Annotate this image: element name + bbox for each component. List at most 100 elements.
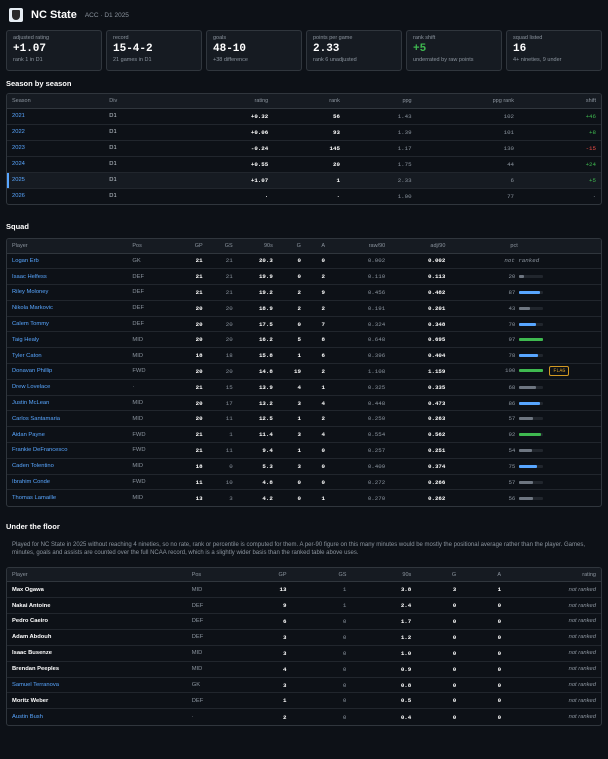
squad-row[interactable]: Caden Tolentino MID 18 0 5.3 3 0 0.409 0.374 75 [7, 458, 601, 475]
player-link[interactable]: Caden Tolentino [7, 458, 128, 475]
floor-player[interactable]: Nakai Antoine [7, 597, 187, 615]
floor-row[interactable]: Nakai Antoine DEF 9 1 2.4 0 0 not ranked [7, 597, 601, 615]
column-header[interactable]: GP [182, 239, 208, 254]
player-link[interactable]: Logan Erb [7, 253, 128, 270]
floor-player[interactable]: Pedro Caeiro [7, 613, 187, 630]
floor-row[interactable]: Isaac Busenze MID 3 0 1.0 0 0 not ranked [7, 645, 601, 662]
column-header[interactable]: A [461, 567, 507, 583]
column-header[interactable]: rank [273, 94, 345, 109]
squad-row[interactable]: Tyler Caton MID 18 18 15.8 1 6 0.396 0.404 78 [7, 347, 601, 365]
floor-player[interactable]: Samuel Terranova [7, 677, 187, 694]
card-label: goals [213, 35, 227, 41]
column-header[interactable]: G [277, 239, 306, 254]
column-header[interactable]: ppg [344, 94, 417, 109]
player-link[interactable]: Calem Tommy [7, 316, 128, 333]
squad-row[interactable]: Taig Healy MID 20 20 16.2 5 8 0.648 0.695 97 [7, 331, 601, 349]
floor-90s: 0.4 [400, 713, 412, 721]
player-link[interactable]: Tyler Caton [7, 347, 128, 365]
squad-row[interactable]: Logan Erb GK 21 21 20.3 0 0 0.002 0.002 not ranke… [7, 253, 601, 270]
season-link[interactable]: 2021 [7, 108, 105, 125]
column-header[interactable]: Player [7, 567, 187, 583]
season-row[interactable]: 2026 D1 · · 1.00 77 · [7, 188, 601, 204]
season-row[interactable]: 2022 D1 +0.06 93 1.39 101 +8 [7, 124, 601, 141]
player-link[interactable]: Aidan Payne [7, 426, 128, 444]
floor-row[interactable]: Adam Abdouh DEF 3 0 1.2 0 0 not ranked [7, 629, 601, 646]
squad-row[interactable]: Donavan Phillip FWD 20 20 14.8 19 2 1.108 1.159 1… [7, 363, 601, 380]
floor-row[interactable]: Moritz Weber DEF 1 0 0.5 0 0 not ranked [7, 692, 601, 710]
player-link[interactable]: Isaac Helfess [7, 268, 128, 286]
season-link[interactable]: 2026 [12, 193, 25, 200]
column-header[interactable]: GP [266, 567, 292, 583]
floor-assists: 0 [461, 597, 507, 615]
floor-row[interactable]: Samuel Terranova GK 3 0 0.8 0 0 not ranked [7, 677, 601, 694]
floor-row[interactable]: Pedro Caeiro DEF 6 0 1.7 0 0 not ranked [7, 613, 601, 630]
player-link[interactable]: Justin McLean [7, 395, 128, 412]
season-rank: 56 [273, 108, 345, 125]
column-header[interactable]: rating [506, 567, 601, 583]
player-adj90: 0.266 [390, 474, 451, 491]
team-page: NC State ACC · D1 2025 adjusted rating +1… [6, 8, 602, 726]
squad-row[interactable]: Aidan Payne FWD 21 1 11.4 3 4 0.554 0.562 92 [7, 426, 601, 444]
player-link[interactable]: Donavan Phillip [7, 363, 128, 380]
column-header[interactable]: rating [201, 94, 274, 109]
column-header[interactable]: Player [7, 239, 128, 254]
squad-row[interactable]: Isaac Helfess DEF 21 21 19.9 0 2 0.110 0.113 20 [7, 268, 601, 286]
floor-player[interactable]: Isaac Busenze [7, 645, 187, 662]
season-link[interactable]: 2023 [7, 140, 105, 157]
floor-row[interactable]: Brendan Peeples MID 4 0 0.9 0 0 not ranked [7, 661, 601, 678]
column-header[interactable]: pct [450, 239, 601, 254]
season-row[interactable]: 2021 D1 +0.32 56 1.43 102 +46 [7, 108, 601, 125]
squad-row[interactable]: Carlos Santamaria MID 20 11 12.5 1 2 0.250 0.263… [7, 410, 601, 428]
player-link[interactable]: Thomas Lamaille [12, 495, 57, 502]
floor-row[interactable]: Max Ogawa MID 13 1 3.8 3 1 not ranked [7, 581, 601, 599]
column-header[interactable]: 90s [237, 239, 278, 254]
pct-value: 68 [508, 383, 516, 391]
flag-badge[interactable]: FLAG [549, 366, 570, 377]
floor-player[interactable]: Brendan Peeples [7, 661, 187, 678]
column-header[interactable]: adj/90 [390, 239, 451, 254]
season-link[interactable]: 2024 [7, 156, 105, 173]
squad-row[interactable]: Ibrahim Conde FWD 11 10 4.8 0 0 0.272 0.266 57 [7, 474, 601, 491]
floor-row[interactable]: Austin Bush · 2 0 0.4 0 0 not ranked [7, 709, 601, 725]
floor-gs: 1 [291, 597, 352, 615]
squad-row[interactable]: Thomas Lamaille MID 13 3 4.2 0 1 0.270 0.262 56 [7, 490, 601, 506]
season-link[interactable]: 2022 [7, 124, 105, 141]
player-link[interactable]: Taig Healy [7, 331, 128, 349]
player-link[interactable]: Nikola Markovic [7, 300, 128, 317]
squad-row[interactable]: Riley Moloney DEF 21 21 19.2 2 9 0.456 0.482 87 [7, 284, 601, 301]
column-header[interactable]: GS [291, 567, 352, 583]
squad-row[interactable]: Calem Tommy DEF 20 20 17.5 0 7 0.324 0.348 70 [7, 316, 601, 333]
column-header[interactable]: Season [7, 94, 105, 109]
floor-player[interactable]: Moritz Weber [7, 692, 187, 710]
player-link[interactable]: Frankie DeFrancesco [7, 442, 128, 459]
season-ppg-rank: 130 [416, 140, 520, 157]
column-header[interactable]: GS [207, 239, 238, 254]
column-header[interactable]: Pos [186, 567, 267, 583]
column-header[interactable]: shift [519, 94, 601, 109]
squad-row[interactable]: Justin McLean MID 20 17 13.2 3 4 0.448 0.473 86 [7, 395, 601, 412]
squad-row[interactable]: Nikola Markovic DEF 20 20 18.9 2 2 0.191 0.201 43 [7, 300, 601, 317]
column-header[interactable]: 90s [351, 567, 417, 583]
floor-player[interactable]: Max Ogawa [7, 581, 187, 599]
column-header[interactable]: raw/90 [330, 239, 391, 254]
season-link[interactable]: 2025 [7, 172, 105, 189]
season-row[interactable]: 2023 D1 -0.24 145 1.17 130 -15 [7, 140, 601, 157]
season-row[interactable]: 2025 D1 +1.07 1 2.33 6 +5 [7, 172, 601, 189]
floor-player[interactable]: Adam Abdouh [7, 629, 187, 646]
column-header[interactable]: Pos [127, 239, 183, 254]
column-header[interactable]: ppg rank [416, 94, 520, 109]
player-adj90: 0.473 [390, 395, 451, 412]
column-header[interactable]: A [305, 239, 331, 254]
season-row[interactable]: 2024 D1 +0.55 20 1.75 44 +24 [7, 156, 601, 173]
player-90s: 4.2 [262, 494, 273, 502]
column-header[interactable]: Div [104, 94, 202, 109]
floor-player[interactable]: Austin Bush [12, 714, 43, 721]
squad-row[interactable]: Frankie DeFrancesco FWD 21 11 9.4 1 0 0.257 0.25… [7, 442, 601, 459]
player-link[interactable]: Carlos Santamaria [7, 410, 128, 428]
player-link[interactable]: Ibrahim Conde [7, 474, 128, 491]
player-link[interactable]: Riley Moloney [7, 284, 128, 301]
column-header[interactable]: G [416, 567, 462, 583]
player-link[interactable]: Drew Lovelace [7, 379, 128, 396]
squad-row[interactable]: Drew Lovelace · 21 15 13.9 4 1 0.325 0.335 68 [7, 379, 601, 396]
floor-assists: 0 [461, 645, 507, 662]
